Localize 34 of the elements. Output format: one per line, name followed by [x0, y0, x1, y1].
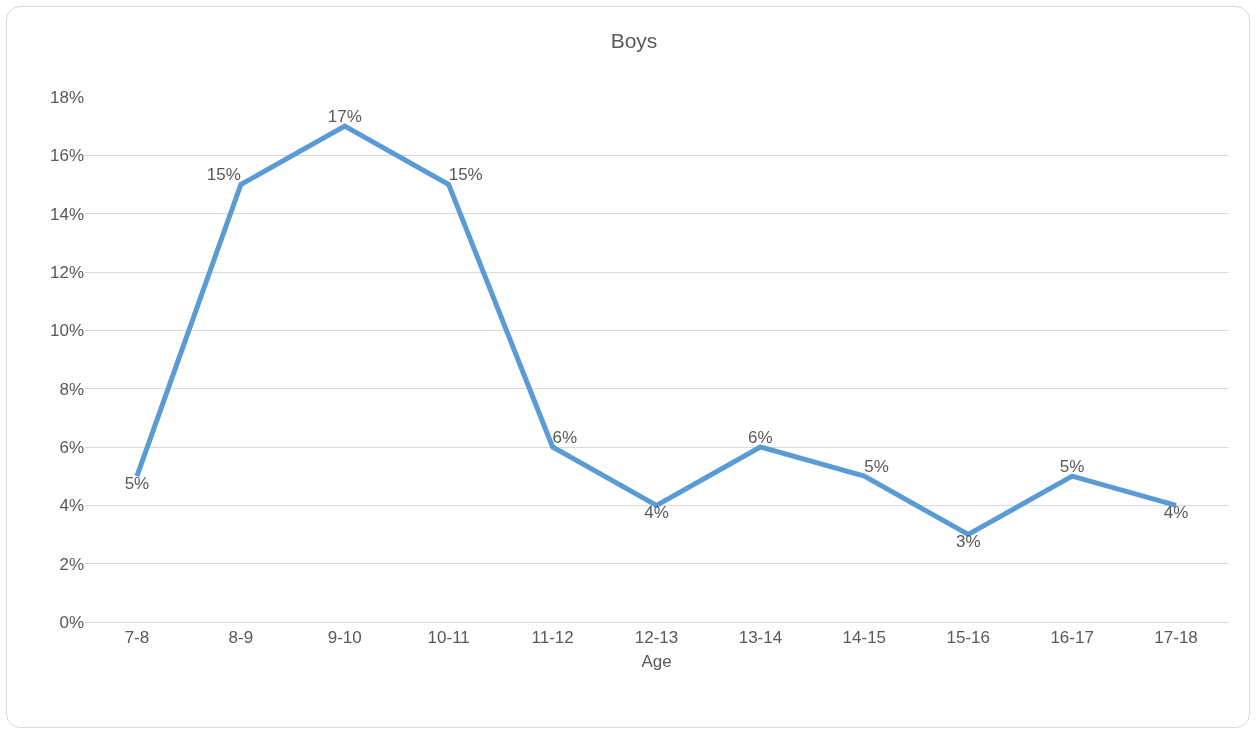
- x-tick-label: 12-13: [634, 628, 679, 648]
- chart-title: Boys: [610, 28, 658, 52]
- y-tick-label: 16%: [49, 146, 84, 166]
- y-tick-label: 2%: [59, 554, 84, 574]
- x-tick-label: 14-15: [842, 628, 887, 648]
- data-label: 5%: [124, 473, 150, 493]
- data-label: 4%: [1163, 503, 1189, 523]
- x-tick-label: 7-8: [124, 628, 150, 648]
- y-tick-label: 8%: [59, 379, 84, 399]
- y-tick-label: 6%: [59, 437, 84, 457]
- x-tick-label: 17-18: [1154, 628, 1198, 648]
- data-label: 6%: [748, 427, 773, 447]
- data-label: 17%: [327, 106, 362, 126]
- y-tick-label: 4%: [59, 496, 84, 516]
- x-tick-label: 8-9: [228, 628, 254, 648]
- y-tick-label: 0%: [59, 612, 84, 632]
- x-tick-label: 13-14: [738, 628, 783, 648]
- x-tick-label: 11-12: [531, 628, 574, 648]
- y-tick-label: 12%: [49, 262, 84, 282]
- x-tick-label: 9-10: [327, 628, 362, 648]
- data-label: 15%: [206, 165, 241, 185]
- y-tick-label: 10%: [49, 321, 84, 341]
- data-label: 15%: [448, 165, 483, 185]
- data-label: 3%: [955, 532, 981, 552]
- x-axis-title: Age: [641, 651, 672, 671]
- x-tick-label: 16-17: [1050, 628, 1094, 648]
- x-tick-label: 10-11: [427, 628, 470, 648]
- x-tick-label: 15-16: [946, 628, 990, 648]
- y-tick-label: 14%: [49, 204, 84, 224]
- data-label: 6%: [552, 427, 578, 447]
- data-label: 5%: [1059, 456, 1085, 476]
- data-label: 5%: [864, 456, 889, 476]
- y-tick-label: 18%: [49, 87, 84, 107]
- data-label: 4%: [644, 503, 669, 523]
